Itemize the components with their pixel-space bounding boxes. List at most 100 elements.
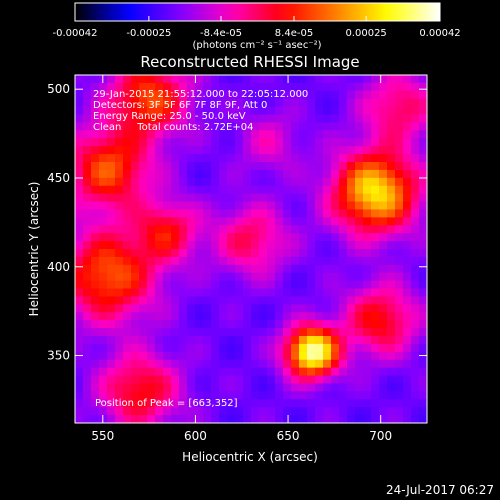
heatmap-cell: [203, 154, 212, 163]
heatmap-cell: [75, 383, 84, 392]
heatmap-cell: [347, 249, 356, 258]
heatmap-cell: [163, 304, 172, 313]
heatmap-cell: [99, 407, 108, 416]
heatmap-cell: [259, 169, 268, 179]
heatmap-cell: [283, 217, 292, 226]
heatmap-cell: [419, 328, 427, 337]
heatmap-cell: [259, 343, 268, 353]
heatmap-cell: [363, 233, 372, 242]
heatmap-cell: [83, 75, 92, 84]
heatmap-cell: [259, 185, 268, 195]
heatmap-cell: [371, 264, 380, 274]
heatmap-cell: [283, 351, 292, 361]
heatmap-cell: [323, 106, 332, 116]
heatmap-cell: [371, 75, 380, 84]
heatmap-cell: [75, 272, 84, 282]
heatmap-cell: [355, 391, 364, 400]
heatmap-cell: [107, 383, 116, 392]
heatmap-cell: [259, 391, 268, 400]
heatmap-cell: [227, 185, 236, 195]
heatmap-cell: [403, 185, 412, 195]
heatmap-cell: [123, 280, 132, 290]
heatmap-cell: [291, 122, 300, 131]
heatmap-cell: [235, 90, 244, 100]
heatmap-cell: [291, 280, 300, 290]
heatmap-cell: [219, 367, 228, 377]
heatmap-cell: [379, 130, 388, 139]
heatmap-cell: [243, 367, 252, 377]
heatmap-cell: [131, 359, 140, 369]
heatmap-cell: [107, 82, 116, 92]
heatmap-cell: [147, 177, 156, 187]
heatmap-cell: [387, 146, 396, 155]
heatmap-cell: [267, 399, 276, 408]
heatmap-cell: [235, 217, 244, 226]
heatmap-cell: [411, 367, 420, 377]
heatmap-cell: [131, 415, 140, 423]
heatmap-cell: [379, 146, 388, 155]
heatmap-cell: [155, 201, 164, 211]
heatmap-cell: [163, 114, 172, 124]
heatmap-cell: [211, 177, 220, 187]
heatmap-cell: [139, 217, 148, 226]
heatmap-cell: [211, 122, 220, 131]
heatmap-cell: [347, 256, 356, 266]
heatmap-cell: [323, 312, 332, 321]
heatmap-cell: [83, 138, 92, 147]
heatmap-cell: [123, 375, 132, 385]
heatmap-cell: [347, 375, 356, 385]
heatmap-cell: [131, 375, 140, 385]
heatmap-cell: [251, 407, 260, 416]
heatmap-cell: [243, 114, 252, 124]
heatmap-cell: [203, 138, 212, 147]
heatmap-cell: [259, 359, 268, 369]
y-tick-label: 450: [47, 171, 70, 185]
heatmap-cell: [179, 130, 188, 139]
heatmap-cell: [291, 272, 300, 282]
heatmap-cell: [339, 415, 348, 423]
heatmap-cell: [235, 415, 244, 423]
heatmap-cell: [395, 185, 404, 195]
heatmap-cell: [371, 383, 380, 392]
heatmap-cell: [331, 399, 340, 408]
heatmap-cell: [235, 407, 244, 416]
heatmap-cell: [203, 201, 212, 211]
heatmap-cell: [315, 75, 324, 84]
heatmap-cell: [275, 130, 284, 139]
heatmap-cell: [411, 225, 420, 234]
heatmap-cell: [339, 367, 348, 377]
heatmap-cell: [131, 272, 140, 282]
heatmap-cell: [299, 106, 308, 116]
heatmap-cell: [259, 162, 268, 171]
heatmap-cell: [299, 169, 308, 179]
heatmap-cell: [243, 391, 252, 400]
heatmap-cell: [355, 256, 364, 266]
heatmap-cell: [179, 193, 188, 203]
heatmap-cell: [171, 154, 180, 163]
heatmap-cell: [75, 296, 84, 305]
heatmap-cell: [379, 391, 388, 400]
heatmap-cell: [219, 90, 228, 100]
heatmap-cell: [275, 90, 284, 100]
heatmap-cell: [411, 162, 420, 171]
heatmap-cell: [163, 217, 172, 226]
heatmap-cell: [403, 312, 412, 321]
heatmap-cell: [395, 122, 404, 131]
heatmap-cell: [251, 185, 260, 195]
heatmap-cell: [219, 114, 228, 124]
heatmap-cell: [147, 82, 156, 92]
heatmap-cell: [163, 177, 172, 187]
heatmap-cell: [163, 106, 172, 116]
heatmap-cell: [187, 256, 196, 266]
heatmap-cell: [131, 209, 140, 218]
heatmap-cell: [187, 272, 196, 282]
heatmap-cell: [147, 328, 156, 337]
heatmap-cell: [259, 122, 268, 131]
heatmap-cell: [147, 336, 156, 345]
heatmap-cell: [83, 185, 92, 195]
heatmap-cell: [259, 90, 268, 100]
heatmap-cell: [195, 256, 204, 266]
heatmap-cell: [163, 201, 172, 211]
heatmap-cell: [291, 241, 300, 250]
heatmap-cell: [395, 343, 404, 353]
